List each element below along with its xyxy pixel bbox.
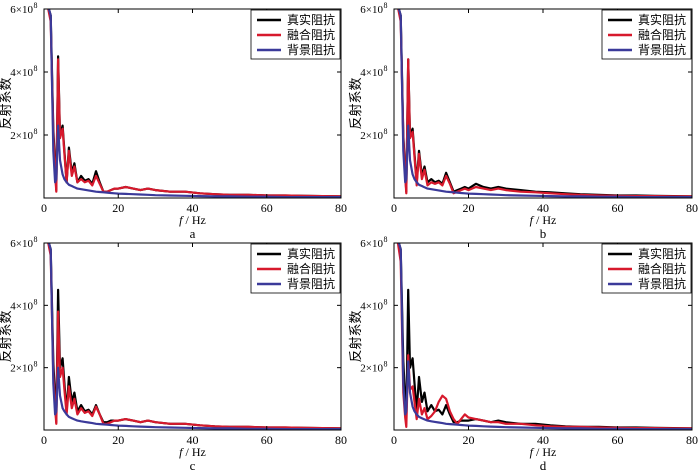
y-tick-label: 4×10 — [360, 67, 383, 79]
y-tick-exponent: 8 — [34, 64, 38, 73]
series-line-背景阻抗 — [47, 9, 341, 198]
x-tick-label: 60 — [612, 201, 624, 215]
legend-label: 融合阻抗 — [638, 27, 686, 42]
y-tick-exponent: 8 — [384, 297, 388, 306]
y-tick-label: 6×10 — [10, 4, 33, 16]
x-tick-label: 0 — [41, 201, 47, 215]
y-tick-label: 4×10 — [10, 67, 33, 79]
x-tick-label: 80 — [686, 433, 698, 447]
x-axis-title: f / Hz — [530, 213, 557, 227]
y-axis-title: 反射系数 — [348, 310, 363, 362]
x-tick-label: 0 — [41, 433, 47, 447]
x-axis-title: f / Hz — [530, 445, 557, 459]
y-tick-label: 6×10 — [10, 238, 33, 250]
legend-label: 融合阻抗 — [287, 27, 335, 42]
y-tick-exponent: 8 — [34, 1, 38, 10]
x-tick-label: 60 — [261, 433, 273, 447]
y-tick-exponent: 8 — [384, 360, 388, 369]
x-tick-label: 20 — [112, 433, 124, 447]
y-axis-title: 反射系数 — [0, 77, 13, 129]
x-tick-label: 40 — [537, 201, 549, 215]
series-line-背景阻抗 — [397, 9, 692, 198]
x-tick-label: 0 — [391, 433, 397, 447]
x-tick-label: 80 — [335, 433, 347, 447]
legend-label: 融合阻抗 — [638, 261, 686, 276]
x-tick-label: 20 — [112, 201, 124, 215]
x-tick-label: 20 — [463, 201, 475, 215]
panel-label: d — [540, 458, 547, 473]
y-tick-exponent: 8 — [34, 127, 38, 136]
x-tick-label: 60 — [612, 433, 624, 447]
legend-label: 背景阻抗 — [638, 276, 686, 291]
y-tick-exponent: 8 — [384, 1, 388, 10]
y-tick-exponent: 8 — [384, 235, 388, 244]
panel-label: c — [190, 458, 196, 473]
y-axis-title: 反射系数 — [0, 310, 13, 362]
x-tick-label: 60 — [261, 201, 273, 215]
legend-label: 背景阻抗 — [638, 42, 686, 57]
x-tick-label: 40 — [187, 433, 199, 447]
panel-label: a — [190, 226, 196, 241]
x-tick-label: 0 — [391, 201, 397, 215]
y-tick-exponent: 8 — [384, 64, 388, 73]
y-tick-label: 4×10 — [10, 300, 33, 312]
legend-label: 背景阻抗 — [287, 42, 335, 57]
series-line-融合阻抗 — [396, 243, 692, 430]
series-line-背景阻抗 — [47, 243, 341, 430]
y-tick-exponent: 8 — [34, 297, 38, 306]
y-tick-label: 6×10 — [360, 4, 383, 16]
y-tick-exponent: 8 — [34, 235, 38, 244]
series-line-背景阻抗 — [397, 243, 692, 430]
x-axis-title: f / Hz — [179, 445, 206, 459]
y-tick-label: 2×10 — [10, 363, 33, 375]
panel-label: b — [540, 226, 547, 241]
legend-label: 融合阻抗 — [287, 261, 335, 276]
x-tick-label: 80 — [335, 201, 347, 215]
y-tick-label: 2×10 — [360, 130, 383, 142]
x-tick-label: 40 — [187, 201, 199, 215]
y-tick-label: 2×10 — [360, 363, 383, 375]
x-tick-label: 20 — [463, 433, 475, 447]
x-tick-label: 40 — [537, 433, 549, 447]
y-tick-label: 6×10 — [360, 238, 383, 250]
x-tick-label: 80 — [686, 201, 698, 215]
y-tick-label: 4×10 — [360, 300, 383, 312]
x-axis-title: f / Hz — [179, 213, 206, 227]
y-tick-exponent: 8 — [34, 360, 38, 369]
legend-label: 真实阻抗 — [287, 246, 335, 261]
legend-label: 真实阻抗 — [638, 246, 686, 261]
legend-label: 真实阻抗 — [638, 12, 686, 27]
y-tick-label: 2×10 — [10, 130, 33, 142]
y-tick-exponent: 8 — [384, 127, 388, 136]
legend-label: 背景阻抗 — [287, 276, 335, 291]
y-axis-title: 反射系数 — [348, 77, 363, 129]
legend-label: 真实阻抗 — [287, 12, 335, 27]
